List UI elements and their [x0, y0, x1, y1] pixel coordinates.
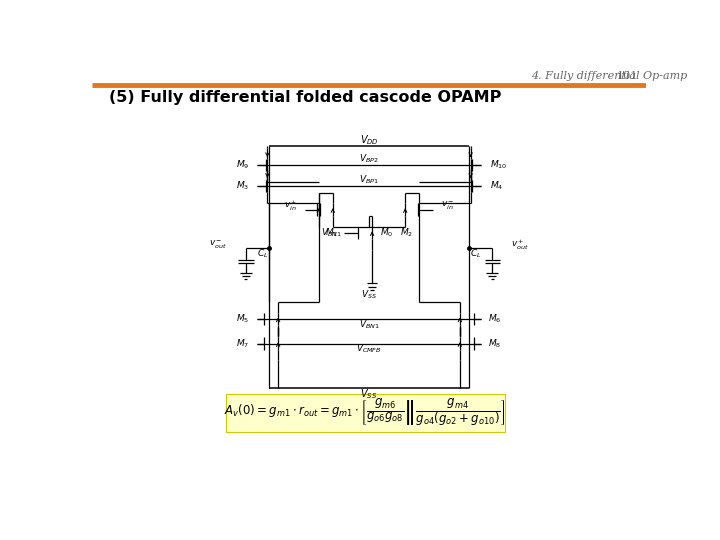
Text: $V_{BN1}$: $V_{BN1}$ — [359, 318, 379, 330]
Text: $M_0$: $M_0$ — [379, 226, 393, 239]
Text: $A_v(0)=g_{m1}\cdot r_{out}=g_{m1}\cdot\left[\dfrac{g_{m6}}{g_{o6}g_{o8}}\middle: $A_v(0)=g_{m1}\cdot r_{out}=g_{m1}\cdot\… — [225, 397, 506, 428]
Text: $V_{BP2}$: $V_{BP2}$ — [359, 152, 379, 165]
Text: $V_{CMFB}$: $V_{CMFB}$ — [356, 343, 382, 355]
Text: $M_{10}$: $M_{10}$ — [490, 159, 508, 171]
Text: $M_1$: $M_1$ — [325, 226, 338, 239]
Text: $M_3$: $M_3$ — [236, 179, 250, 192]
Text: $V_{SS}$: $V_{SS}$ — [361, 388, 377, 401]
FancyBboxPatch shape — [226, 394, 505, 432]
Text: $M_4$: $M_4$ — [490, 179, 503, 192]
Text: $C_L$: $C_L$ — [470, 247, 482, 260]
Text: $M_9$: $M_9$ — [236, 159, 250, 171]
Text: $M_5$: $M_5$ — [236, 313, 250, 325]
Text: $V_{SS}$: $V_{SS}$ — [361, 288, 377, 300]
Text: $V_{BP1}$: $V_{BP1}$ — [359, 173, 379, 186]
Text: $v_{in}^+$: $v_{in}^+$ — [284, 199, 297, 213]
Text: $M_8$: $M_8$ — [488, 338, 502, 350]
Text: $v_{out}^-$: $v_{out}^-$ — [209, 239, 227, 251]
Text: $V_{BN1}$: $V_{BN1}$ — [320, 226, 341, 239]
Text: $v_{out}^+$: $v_{out}^+$ — [511, 238, 529, 252]
Text: 101: 101 — [617, 71, 639, 80]
Text: (5) Fully differential folded cascode OPAMP: (5) Fully differential folded cascode OP… — [109, 90, 501, 105]
Text: $v_{in}^-$: $v_{in}^-$ — [441, 200, 454, 212]
Text: 4. Fully differential Op-amp: 4. Fully differential Op-amp — [531, 71, 687, 80]
Text: $M_2$: $M_2$ — [400, 226, 413, 239]
Text: $M_6$: $M_6$ — [488, 313, 502, 325]
Text: $V_{DD}$: $V_{DD}$ — [359, 133, 379, 147]
Text: $C_L$: $C_L$ — [256, 247, 268, 260]
Text: $M_7$: $M_7$ — [236, 338, 250, 350]
